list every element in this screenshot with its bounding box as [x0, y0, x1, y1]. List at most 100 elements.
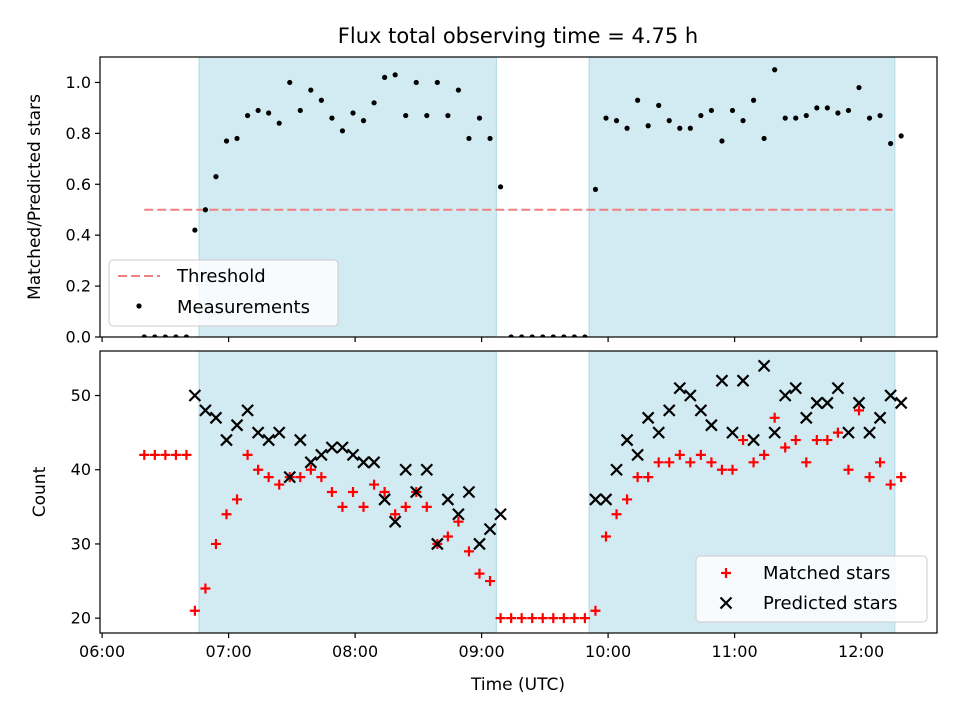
measurement-point — [540, 334, 546, 337]
predicted-stars-point — [831, 381, 845, 395]
matched-stars-point — [337, 501, 348, 512]
predicted-stars-point — [694, 404, 708, 417]
measurement-point — [255, 107, 261, 114]
predicted-stars-point — [388, 515, 402, 528]
x-tick-label: 10:00 — [585, 642, 631, 661]
matched-stars-point — [632, 472, 643, 483]
matched-stars-point — [537, 613, 548, 624]
predicted-stars-point — [262, 433, 275, 447]
matched-stars-point — [453, 516, 464, 527]
matched-stars-point — [716, 464, 727, 475]
measurement-point — [413, 79, 419, 86]
predicted-stars-point — [778, 389, 792, 402]
matched-stars-point — [759, 449, 770, 460]
matched-stars-point — [232, 494, 243, 505]
measurement-point — [824, 105, 830, 111]
predicted-stars-point — [673, 381, 687, 395]
matched-stars-point — [738, 435, 749, 446]
measurement-point — [708, 107, 715, 114]
measurement-point — [350, 110, 356, 116]
matched-stars-point — [527, 613, 538, 624]
measurement-point — [856, 84, 862, 91]
measurement-point — [898, 133, 904, 139]
matched-stars-point — [769, 412, 780, 423]
chart-title: Flux total observing time = 4.75 h — [338, 24, 698, 48]
predicted-stars-point — [199, 404, 212, 417]
measurement-point — [592, 186, 599, 192]
measurement-point — [152, 334, 158, 337]
y-tick-label: 30 — [71, 534, 91, 553]
matched-stars-point — [611, 509, 622, 520]
matched-stars-point — [811, 435, 822, 446]
x-tick-label: 07:00 — [206, 642, 252, 661]
measurement-point — [740, 118, 746, 124]
predicted-stars-point — [873, 411, 887, 425]
legend-matched-label: Matched stars — [763, 563, 890, 584]
matched-stars-point — [653, 457, 664, 468]
measurement-point — [529, 334, 535, 337]
measurement-point — [645, 123, 651, 129]
legend-predicted-swatch — [719, 596, 733, 610]
legend-bottom: Matched stars Predicted stars — [695, 555, 928, 623]
predicted-stars-point — [272, 426, 286, 439]
panel-count: 20 30 40 50 06:00 07:00 08:00 09:00 10:00 11:00 12… — [30, 350, 938, 661]
measurement-point — [223, 138, 230, 144]
matched-stars-point — [369, 479, 380, 490]
measurement-point — [360, 118, 367, 124]
predicted-stars-point — [610, 463, 623, 477]
measurement-point — [382, 74, 388, 80]
matched-stars-point — [569, 613, 580, 624]
measurement-point — [845, 107, 852, 114]
y-tick-label: 0.6 — [66, 175, 91, 194]
legend-frame — [108, 259, 339, 327]
legend-measurements-swatch — [136, 303, 142, 309]
measurement-point — [234, 135, 240, 142]
predicted-stars-point — [800, 411, 813, 425]
predicted-stars-point — [662, 404, 676, 417]
measurement-point — [571, 334, 577, 337]
predicted-stars-point — [715, 374, 729, 387]
predicted-stars-point — [357, 456, 370, 469]
matched-stars-point — [748, 457, 759, 468]
matched-stars-point — [885, 479, 896, 490]
predicted-stars-point — [304, 456, 318, 469]
predicted-stars-point — [230, 418, 244, 432]
matched-stars-point — [274, 479, 285, 490]
matched-stars-point — [189, 605, 200, 616]
matched-stars-point — [263, 472, 274, 483]
x-tick-label: 06:00 — [79, 642, 125, 661]
predicted-stars-point — [220, 433, 233, 447]
measurement-point — [508, 334, 514, 337]
matched-stars-point — [590, 605, 601, 616]
predicted-stars-point — [747, 433, 760, 447]
predicted-stars-point — [641, 411, 655, 425]
matched-stars-point — [200, 583, 211, 594]
measurement-point — [866, 115, 873, 121]
matched-stars-point — [896, 472, 907, 483]
predicted-stars-point — [378, 493, 391, 506]
measurement-point — [466, 135, 472, 142]
x-tick-label: 08:00 — [332, 642, 378, 661]
matched-stars-point — [674, 449, 685, 460]
measurement-point — [202, 207, 209, 213]
legend-threshold-label: Threshold — [176, 266, 266, 287]
panel-ratio: 0.0 0.2 0.4 0.6 0.8 1.0 Matched/Predicted star… — [25, 56, 938, 347]
measurement-point — [687, 125, 693, 131]
matched-stars-point — [242, 449, 253, 460]
measurement-point — [877, 112, 883, 119]
measurement-point — [308, 87, 314, 93]
predicted-stars-point — [863, 426, 876, 439]
matched-stars-point — [832, 427, 843, 438]
matched-stars-point — [463, 546, 474, 557]
x-tick-label: 11:00 — [712, 642, 758, 661]
matched-stars-point — [160, 449, 171, 460]
predicted-stars-point — [757, 359, 771, 373]
matched-stars-point — [664, 457, 675, 468]
predicted-stars-point — [684, 389, 697, 402]
measurement-point — [666, 118, 672, 124]
legend-measurements-label: Measurements — [177, 297, 310, 318]
predicted-stars-point — [452, 507, 465, 521]
predicted-stars-point — [768, 426, 781, 439]
measurement-point — [403, 112, 409, 119]
matched-stars-point — [326, 487, 337, 497]
